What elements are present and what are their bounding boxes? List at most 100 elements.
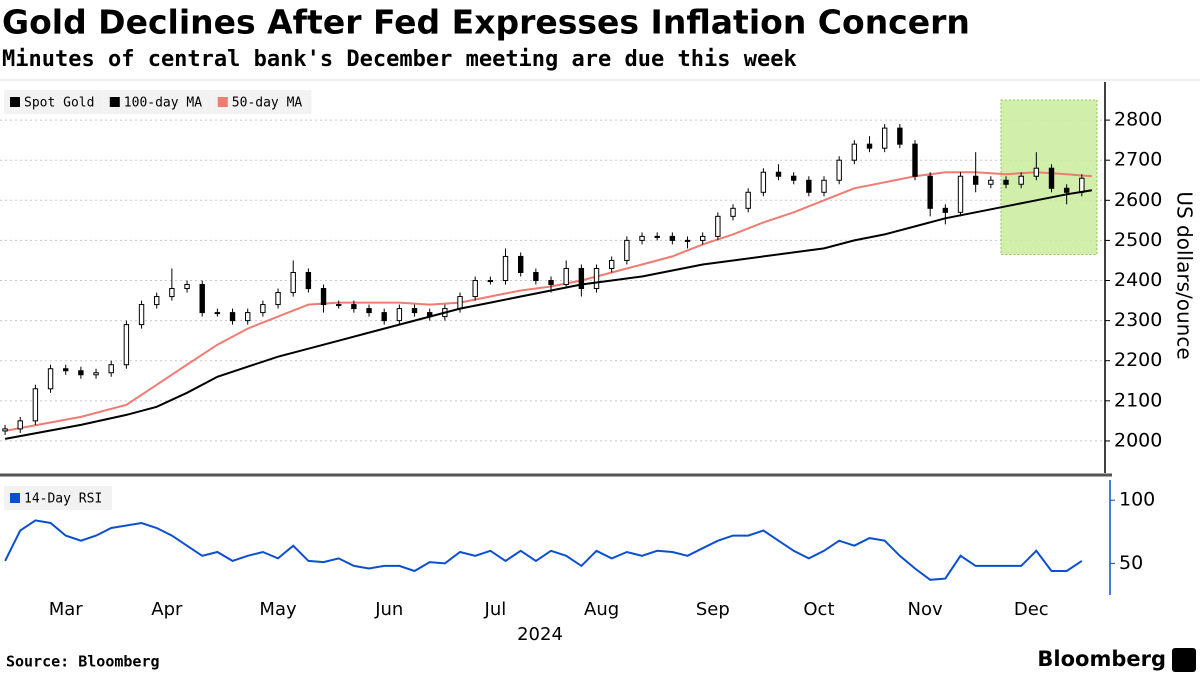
y-tick-label: 2300 bbox=[1114, 309, 1162, 331]
x-tick-label: May bbox=[259, 599, 297, 620]
candle-body bbox=[654, 235, 660, 238]
legend-label: 100-day MA bbox=[124, 96, 202, 111]
candle-body bbox=[745, 191, 751, 209]
candle-body bbox=[138, 304, 145, 326]
candle-body bbox=[320, 288, 327, 306]
line-series bbox=[4, 171, 1092, 432]
candle-body bbox=[730, 207, 736, 217]
candle-body bbox=[972, 175, 979, 185]
x-tick-label: Dec bbox=[1014, 599, 1049, 620]
x-tick-label: Oct bbox=[803, 599, 834, 620]
candle-body bbox=[411, 308, 418, 314]
y-tick-label: 2800 bbox=[1114, 109, 1162, 131]
legend-swatch bbox=[10, 493, 20, 503]
candle-body bbox=[548, 280, 554, 286]
candle-body bbox=[63, 368, 69, 372]
y-tick-label: 2100 bbox=[1114, 389, 1162, 411]
x-tick-label: Aug bbox=[584, 599, 619, 620]
candle-body bbox=[336, 304, 342, 307]
candle-body bbox=[1018, 175, 1024, 185]
y-axis-label: US dollars/ounce bbox=[1173, 191, 1197, 359]
candle-body bbox=[1063, 187, 1070, 193]
candle-body bbox=[381, 312, 387, 322]
candle-body bbox=[957, 175, 964, 213]
candle-body bbox=[806, 179, 812, 193]
candle-body bbox=[836, 159, 842, 181]
candle-body bbox=[760, 171, 767, 193]
candle-body bbox=[684, 239, 691, 242]
candle-body bbox=[229, 312, 236, 322]
y-tick-label: 2700 bbox=[1114, 149, 1162, 171]
logo-icon bbox=[1172, 648, 1196, 672]
candle-body bbox=[533, 271, 539, 282]
title: Gold Declines After Fed Expresses Inflat… bbox=[2, 3, 970, 42]
legend-background bbox=[4, 90, 104, 114]
candle-body bbox=[366, 308, 372, 314]
y-tick-label: 2000 bbox=[1114, 429, 1162, 451]
x-tick-label: Apr bbox=[151, 599, 183, 620]
y-tick-label: 2600 bbox=[1114, 189, 1162, 211]
legend-background bbox=[211, 90, 312, 114]
candle-body bbox=[93, 372, 99, 376]
candle-body bbox=[290, 271, 296, 294]
candle-body bbox=[912, 143, 918, 177]
candle-body bbox=[639, 235, 645, 241]
candle-body bbox=[502, 255, 509, 282]
candle-body bbox=[563, 267, 569, 286]
candle-body bbox=[897, 127, 903, 145]
candle-body bbox=[154, 296, 160, 306]
candle-body bbox=[1048, 167, 1055, 189]
legend-label: 14-Day RSI bbox=[24, 492, 102, 507]
candle-body bbox=[669, 235, 676, 241]
candle-body bbox=[1079, 177, 1085, 193]
legend-label: Spot Gold bbox=[24, 96, 94, 111]
legend-background bbox=[4, 486, 112, 510]
y-tick-label: 100 bbox=[1119, 489, 1155, 511]
legend-swatch bbox=[10, 97, 20, 107]
legend-background bbox=[103, 90, 212, 114]
candle-body bbox=[169, 288, 175, 298]
candle-body bbox=[942, 207, 949, 213]
candle-body bbox=[790, 175, 797, 181]
candle-body bbox=[593, 267, 600, 290]
line-series bbox=[4, 189, 1093, 440]
candle-body bbox=[472, 280, 478, 298]
y-tick-label: 50 bbox=[1119, 552, 1143, 574]
candle-body bbox=[260, 304, 266, 314]
candle-body bbox=[624, 239, 630, 261]
y-tick-label: 2500 bbox=[1114, 229, 1162, 251]
y-tick-label: 2400 bbox=[1114, 269, 1162, 291]
candle-body bbox=[78, 370, 84, 376]
legend-swatch bbox=[109, 97, 120, 107]
candle-body bbox=[184, 284, 190, 290]
candle-body bbox=[305, 271, 312, 290]
candle-body bbox=[123, 324, 130, 366]
candle-body bbox=[775, 171, 782, 177]
x-tick-label: Jun bbox=[374, 599, 403, 620]
candle-body bbox=[275, 292, 281, 306]
candle-body bbox=[199, 284, 205, 314]
candle-body bbox=[17, 420, 23, 430]
line-series bbox=[4, 519, 1083, 581]
subtitle: Minutes of central bank's December meeti… bbox=[2, 47, 797, 72]
x-tick-label: Mar bbox=[49, 599, 84, 620]
candle-body bbox=[927, 175, 933, 209]
candle-body bbox=[457, 296, 463, 310]
legend-swatch bbox=[217, 97, 228, 107]
candle-body bbox=[396, 308, 403, 322]
logo: Bloomberg bbox=[1037, 647, 1166, 671]
candle-body bbox=[866, 143, 873, 149]
legend-label: 50-day MA bbox=[232, 96, 303, 111]
candle-body bbox=[821, 179, 827, 193]
candle-body bbox=[699, 235, 706, 241]
x-tick-label: Sep bbox=[696, 599, 730, 620]
candle-body bbox=[988, 179, 994, 185]
candle-body bbox=[32, 388, 39, 422]
candle-body bbox=[1033, 167, 1040, 177]
x-tick-label: Nov bbox=[908, 599, 943, 620]
y-tick-label: 2200 bbox=[1114, 349, 1162, 371]
candle-body bbox=[578, 267, 585, 290]
x-tick-label: Jul bbox=[484, 599, 507, 620]
candle-body bbox=[517, 255, 524, 273]
